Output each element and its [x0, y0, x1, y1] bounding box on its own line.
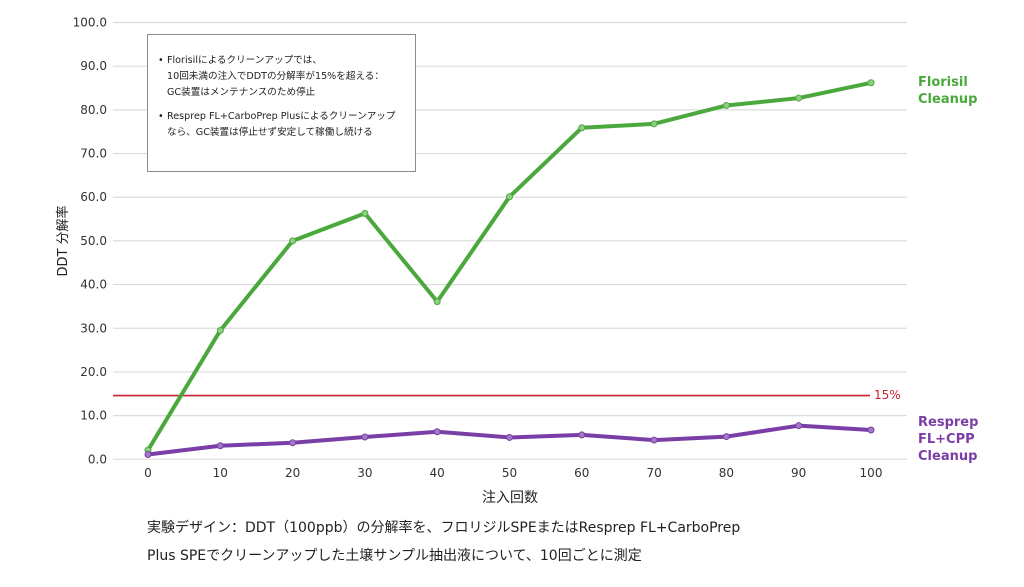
- legend-text: Cleanup: [918, 449, 978, 464]
- annotation-text: GC装置はメンテナンスのため停止: [167, 87, 316, 98]
- data-point-marker: [506, 193, 513, 201]
- y-tick-label: 90.0: [80, 59, 107, 73]
- data-point-marker: [506, 433, 513, 441]
- y-tick-label: 10.0: [80, 409, 107, 423]
- annotation-item-resprep: Resprep FL+CarboPrep Plusによるクリーンアップ なら、G…: [158, 109, 407, 141]
- y-tick-label: 50.0: [80, 234, 107, 248]
- data-series: [144, 79, 875, 458]
- data-point-marker: [867, 426, 875, 434]
- y-axis-ticks: 0.0 10.0 20.0 30.0 40.0 50.0 60.0 70.0 80.0 90.0 1…: [73, 16, 107, 467]
- data-point-marker: [795, 94, 803, 102]
- x-tick-label: 10: [213, 466, 228, 480]
- data-point-marker: [289, 237, 297, 245]
- data-point-marker: [216, 442, 224, 450]
- annotation-text: Florisilによるクリーンアップでは、: [167, 55, 322, 66]
- x-axis-ticks: 0 10 20 30 40 50 60 70 80 90 100: [144, 466, 882, 480]
- x-tick-label: 40: [430, 466, 445, 480]
- data-point-marker: [361, 209, 369, 217]
- gridlines: [113, 21, 907, 460]
- y-tick-label: 30.0: [80, 321, 107, 335]
- annotation-text: Resprep FL+CarboPrep Plusによるクリーンアップ: [167, 111, 396, 122]
- y-tick-label: 70.0: [80, 147, 107, 161]
- y-tick-label: 60.0: [80, 190, 107, 204]
- figure-caption: 実験デザイン：DDT（100ppb）の分解率を、フロリジルSPEまたはRespr…: [147, 514, 907, 570]
- legend-text: Florisil: [918, 75, 968, 90]
- x-tick-label: 30: [357, 466, 372, 480]
- x-tick-label: 20: [285, 466, 300, 480]
- legend-text: FL+CPP: [918, 432, 975, 447]
- y-tick-label: 0.0: [88, 452, 107, 466]
- legend-florisil: Florisil Cleanup: [918, 74, 977, 108]
- y-tick-label: 40.0: [80, 278, 107, 292]
- data-point-marker: [722, 101, 730, 109]
- y-tick-label: 80.0: [80, 103, 107, 117]
- x-tick-label: 90: [791, 466, 806, 480]
- data-point-marker: [578, 431, 586, 439]
- annotation-box: Florisilによるクリーンアップでは、 10回未満の注入でDDTの分解率が1…: [147, 34, 416, 172]
- data-point-marker: [578, 124, 586, 132]
- caption-line: Plus SPEでクリーンアップした土壌サンプル抽出液について、10回ごとに測定: [147, 548, 642, 564]
- annotation-text: 10回未満の注入でDDTの分解率が15%を超える：: [167, 71, 384, 82]
- data-point-marker: [144, 450, 152, 458]
- legend-text: Resprep: [918, 415, 979, 430]
- x-tick-label: 50: [502, 466, 517, 480]
- data-point-marker: [795, 422, 803, 430]
- series-florisil: [144, 79, 875, 454]
- data-point-marker: [867, 79, 875, 87]
- legend-resprep: Resprep FL+CPP Cleanup: [918, 414, 978, 465]
- data-point-marker: [216, 326, 224, 334]
- data-point-marker: [289, 439, 297, 447]
- data-point-marker: [650, 120, 658, 128]
- x-tick-label: 0: [144, 466, 152, 480]
- y-tick-label: 100.0: [73, 16, 107, 30]
- y-tick-label: 20.0: [80, 365, 107, 379]
- data-point-marker: [722, 433, 730, 441]
- data-point-marker: [650, 436, 658, 444]
- threshold-label: 15%: [874, 388, 901, 402]
- legend-text: Cleanup: [918, 92, 978, 107]
- data-point-marker: [433, 428, 441, 436]
- x-tick-label: 60: [574, 466, 589, 480]
- x-tick-label: 70: [646, 466, 661, 480]
- annotation-text: なら、GC装置は停止せず安定して稼働し続ける: [167, 127, 373, 138]
- x-tick-label: 80: [719, 466, 734, 480]
- caption-line: 実験デザイン：DDT（100ppb）の分解率を、フロリジルSPEまたはRespr…: [147, 520, 741, 536]
- data-point-marker: [361, 433, 369, 441]
- y-axis-label: DDT 分解率: [55, 205, 71, 276]
- annotation-item-florisil: Florisilによるクリーンアップでは、 10回未満の注入でDDTの分解率が1…: [158, 53, 407, 101]
- series-resprep: [144, 422, 875, 458]
- data-point-marker: [433, 298, 441, 306]
- x-axis-label: 注入回数: [482, 490, 538, 506]
- x-tick-label: 100: [860, 466, 883, 480]
